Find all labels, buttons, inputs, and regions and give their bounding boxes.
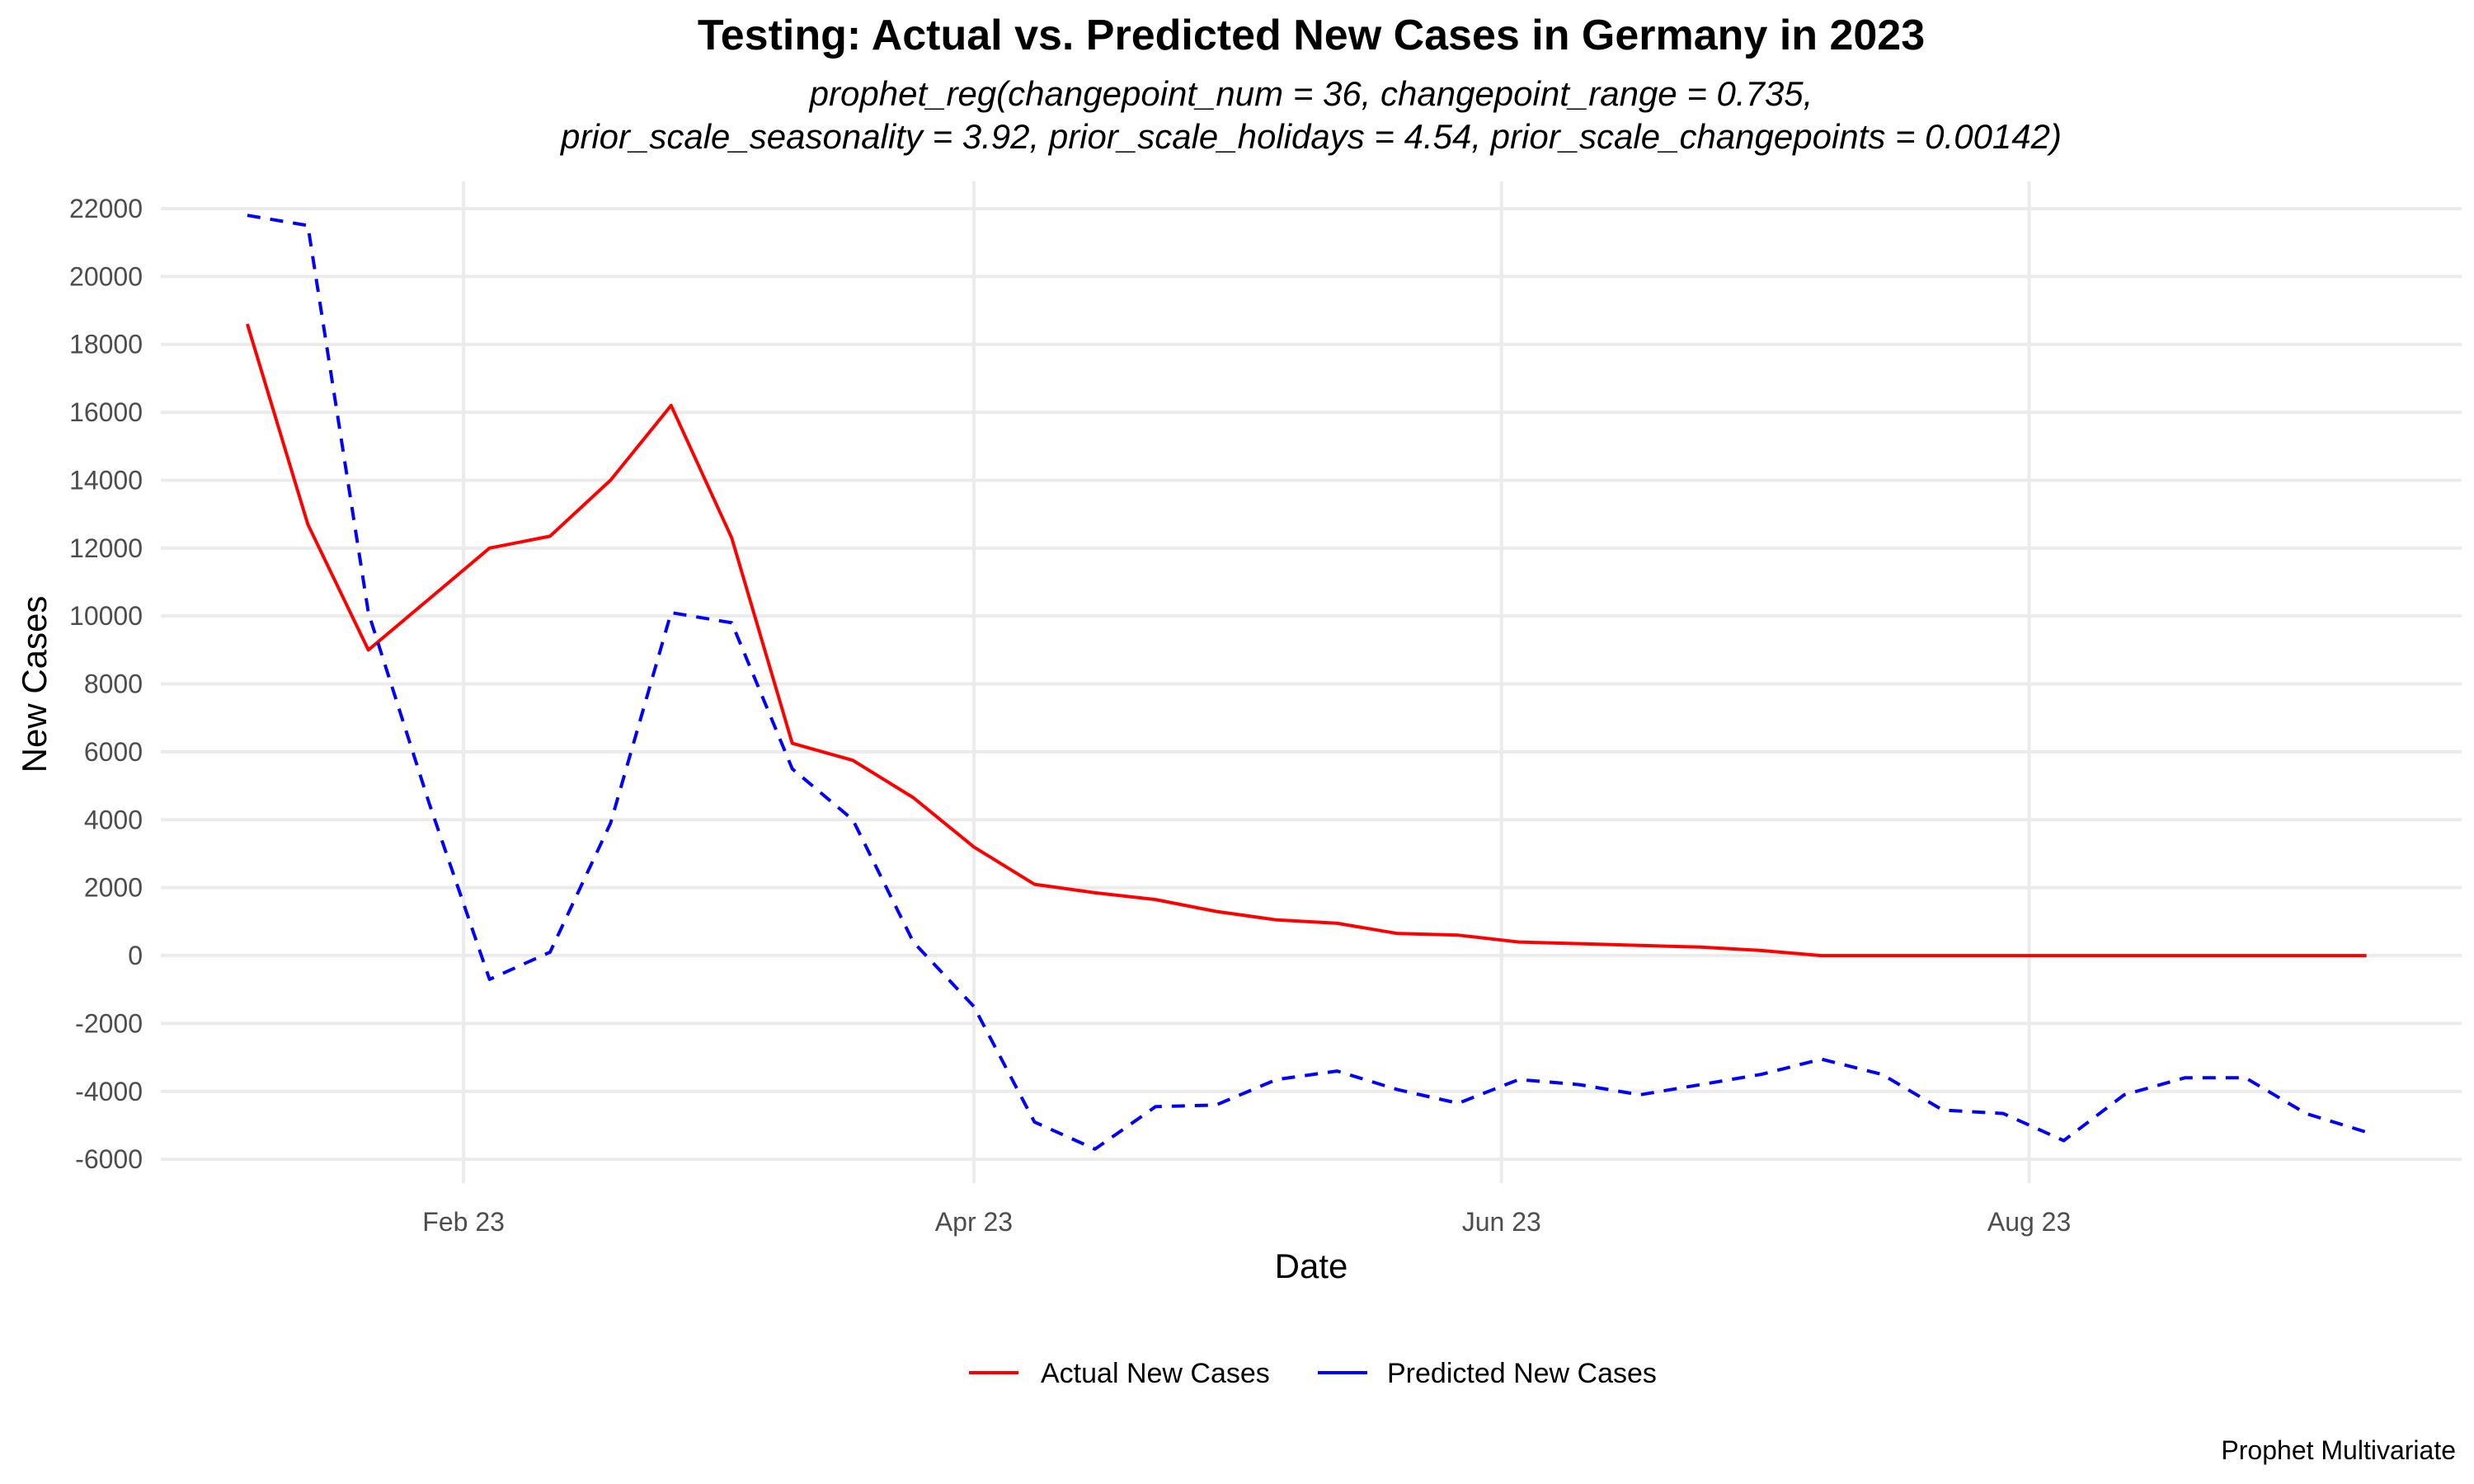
- legend-label-actual: Actual New Cases: [1041, 1358, 1270, 1389]
- y-tick-label: 4000: [84, 805, 143, 834]
- y-tick-label: 10000: [69, 601, 143, 631]
- y-tick-label: 0: [128, 941, 143, 970]
- y-axis-title: New Cases: [15, 596, 54, 773]
- chart-title: Testing: Actual vs. Predicted New Cases …: [698, 12, 1925, 59]
- predicted-cases-line: [247, 214, 2368, 1151]
- y-tick-label: 22000: [69, 194, 143, 223]
- y-tick-label: 2000: [84, 873, 143, 903]
- y-tick-label: 14000: [69, 465, 143, 495]
- x-tick-label: Aug 23: [1987, 1207, 2071, 1237]
- y-tick-label: -6000: [75, 1144, 143, 1174]
- y-axis-tick-labels: 2200020000180001600014000120001000080006…: [69, 194, 143, 1174]
- y-tick-label: -2000: [75, 1008, 143, 1038]
- x-axis-tick-labels: Feb 23 Apr 23 Jun 23 Aug 23: [422, 1207, 2071, 1237]
- y-tick-label: 8000: [84, 669, 143, 699]
- y-tick-label: 6000: [84, 737, 143, 767]
- actual-cases-line: [245, 323, 2367, 958]
- legend-label-predicted: Predicted New Cases: [1387, 1358, 1657, 1389]
- y-tick-label: 12000: [69, 533, 143, 563]
- chart-subtitle-line-1: prophet_reg(changepoint_num = 36, change…: [808, 74, 1813, 113]
- y-tick-label: -4000: [75, 1077, 143, 1106]
- x-tick-label: Jun 23: [1462, 1207, 1541, 1237]
- x-tick-label: Apr 23: [935, 1207, 1013, 1237]
- x-tick-label: Feb 23: [422, 1207, 505, 1237]
- chart-caption: Prophet Multivariate: [2221, 1435, 2456, 1465]
- plot-gridlines: [161, 181, 2462, 1183]
- y-tick-label: 20000: [69, 261, 143, 291]
- legend: Actual New Cases Predicted New Cases: [969, 1358, 1657, 1389]
- y-tick-label: 16000: [69, 397, 143, 427]
- chart-subtitle-line-2: prior_scale_seasonality = 3.92, prior_sc…: [559, 117, 2062, 156]
- y-tick-label: 18000: [69, 330, 143, 359]
- plot-series: [245, 214, 2368, 1151]
- x-axis-title: Date: [1275, 1247, 1348, 1285]
